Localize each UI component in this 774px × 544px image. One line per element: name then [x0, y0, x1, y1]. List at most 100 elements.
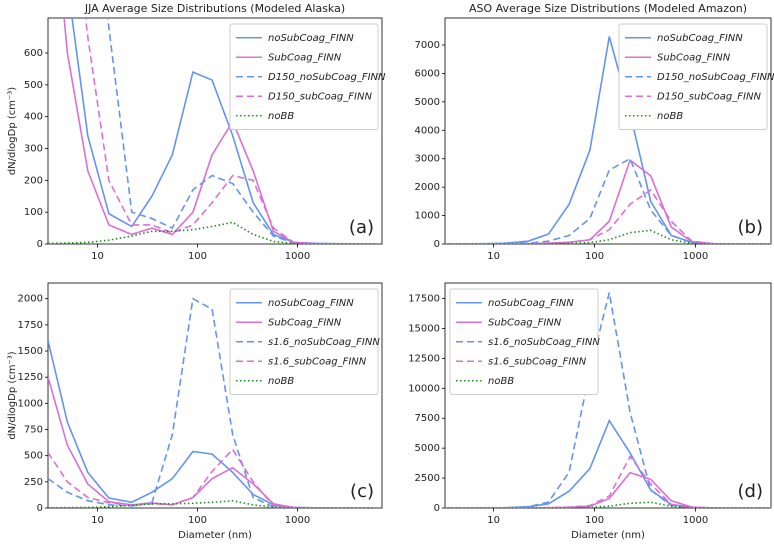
- panel: 0 2500 5000 7500 10000 12500 15000 17500 10 100 10…: [408, 282, 772, 541]
- series-line: [445, 188, 771, 244]
- chart-title: ASO Average Size Distributions (Modeled …: [469, 2, 747, 15]
- y-tick-label: 2500: [415, 473, 440, 484]
- panel: 0 250 500 750 1000 1250 1500 1750 2000 10 100 1000 D…: [7, 282, 383, 541]
- legend: noSubCoag_FINN SubCoag_FINN s1.6_noSubCoag…: [449, 288, 600, 395]
- x-tick-label: 100: [585, 515, 604, 526]
- plot-area: [445, 292, 771, 508]
- x-axis-label: Diameter (nm): [571, 530, 645, 541]
- y-tick-label: 750: [24, 425, 43, 436]
- plot-area: [48, 18, 376, 244]
- legend-label: SubCoag_FINN: [657, 52, 731, 63]
- series-line: [445, 455, 771, 508]
- legend-label: noBB: [657, 111, 683, 122]
- y-tick-label: 17500: [408, 294, 440, 305]
- x-tick-label: 100: [585, 251, 604, 262]
- legend-label: noSubCoag_FINN: [268, 33, 354, 44]
- y-tick-label: 250: [24, 477, 43, 488]
- y-tick-label: 400: [24, 112, 43, 123]
- series-line: [84, 18, 376, 244]
- y-tick-label: 0: [37, 239, 43, 250]
- x-tick-label: 10: [91, 515, 104, 526]
- y-tick-label: 0: [37, 503, 43, 514]
- y-tick-label: 500: [24, 80, 43, 91]
- y-tick-label: 300: [24, 144, 43, 155]
- legend-label: SubCoag_FINN: [488, 317, 562, 328]
- y-tick-label: 1500: [18, 346, 43, 357]
- legend-label: noBB: [268, 111, 294, 122]
- legend: noSubCoag_FINN SubCoag_FINN D150_noSubCoag…: [229, 23, 386, 130]
- series-line: [445, 418, 771, 508]
- x-tick-label: 1000: [285, 515, 310, 526]
- y-tick-label: 6000: [415, 68, 440, 79]
- plot-area: [48, 297, 376, 508]
- legend-box: [229, 288, 379, 395]
- legend: noSubCoag_FINN SubCoag_FINN s1.6_noSubCoag…: [229, 288, 380, 395]
- legend-label: D150_subCoag_FINN: [657, 91, 761, 102]
- panel: 0 1000 2000 3000 4000 5000 6000 7000 10 100 1000 AS…: [415, 2, 774, 262]
- y-axis-label: dN/dlogDp (cm⁻³): [7, 351, 18, 439]
- y-tick-label: 100: [24, 207, 43, 218]
- y-tick-label: 12500: [408, 353, 440, 364]
- x-tick-label: 10: [91, 251, 104, 262]
- series-line: [48, 448, 376, 508]
- y-tick-label: 15000: [408, 323, 440, 334]
- x-tick-label: 10: [487, 251, 500, 262]
- y-tick-label: 5000: [415, 443, 440, 454]
- legend-label: noBB: [488, 376, 514, 387]
- y-tick-label: 600: [24, 48, 43, 59]
- x-axis-label: Diameter (nm): [178, 530, 252, 541]
- y-tick-label: 4000: [415, 125, 440, 136]
- x-tick-label: 10: [487, 515, 500, 526]
- legend-label: noBB: [268, 376, 294, 387]
- legend-label: noSubCoag_FINN: [488, 298, 574, 309]
- legend-label: SubCoag_FINN: [268, 52, 342, 63]
- legend-label: SubCoag_FINN: [268, 317, 342, 328]
- series-line: [445, 501, 771, 508]
- legend-label: s1.6_noSubCoag_FINN: [488, 337, 600, 348]
- legend-box: [229, 23, 379, 130]
- y-tick-label: 0: [434, 503, 440, 514]
- y-tick-label: 0: [434, 239, 440, 250]
- y-tick-label: 2000: [415, 182, 440, 193]
- legend-box: [449, 288, 599, 395]
- plot-area: [445, 36, 771, 244]
- axes-frame: [444, 17, 772, 245]
- series-line: [445, 471, 771, 508]
- series-line: [48, 500, 376, 508]
- panel-label: (c): [350, 481, 374, 502]
- chart-title: JJA Average Size Distributions (Modeled …: [84, 2, 345, 15]
- y-tick-label: 2000: [18, 294, 43, 305]
- legend-label: s1.6_subCoag_FINN: [488, 356, 587, 367]
- series-line: [48, 297, 376, 508]
- series-line: [48, 376, 376, 508]
- axes-frame: [444, 282, 772, 509]
- x-tick-label: 1000: [683, 251, 708, 262]
- x-tick-label: 1000: [683, 515, 708, 526]
- y-tick-label: 7000: [415, 40, 440, 51]
- y-tick-label: 1250: [18, 372, 43, 383]
- legend: noSubCoag_FINN SubCoag_FINN D150_noSubCoag…: [618, 23, 774, 130]
- legend-label: D150_subCoag_FINN: [268, 91, 372, 102]
- x-tick-label: 100: [188, 515, 207, 526]
- panel-label: (a): [349, 217, 374, 238]
- series-line: [445, 292, 771, 508]
- legend-box: [618, 23, 768, 130]
- y-tick-label: 5000: [415, 97, 440, 108]
- y-tick-label: 200: [24, 175, 43, 186]
- series-line: [445, 157, 771, 244]
- series-line: [445, 229, 771, 244]
- y-tick-label: 1000: [415, 211, 440, 222]
- legend-label: s1.6_noSubCoag_FINN: [268, 337, 380, 348]
- y-tick-label: 1750: [18, 320, 43, 331]
- y-tick-label: 500: [24, 451, 43, 462]
- panel: 0 100 200 300 400 500 600 10 100 1000 JJA Average …: [7, 2, 386, 262]
- series-line: [106, 18, 376, 244]
- x-tick-label: 100: [188, 251, 207, 262]
- y-tick-label: 7500: [415, 413, 440, 424]
- x-tick-label: 1000: [285, 251, 310, 262]
- y-tick-label: 3000: [415, 154, 440, 165]
- panel-label: (d): [738, 481, 763, 502]
- y-tick-label: 10000: [408, 383, 440, 394]
- y-tick-label: 1000: [18, 398, 43, 409]
